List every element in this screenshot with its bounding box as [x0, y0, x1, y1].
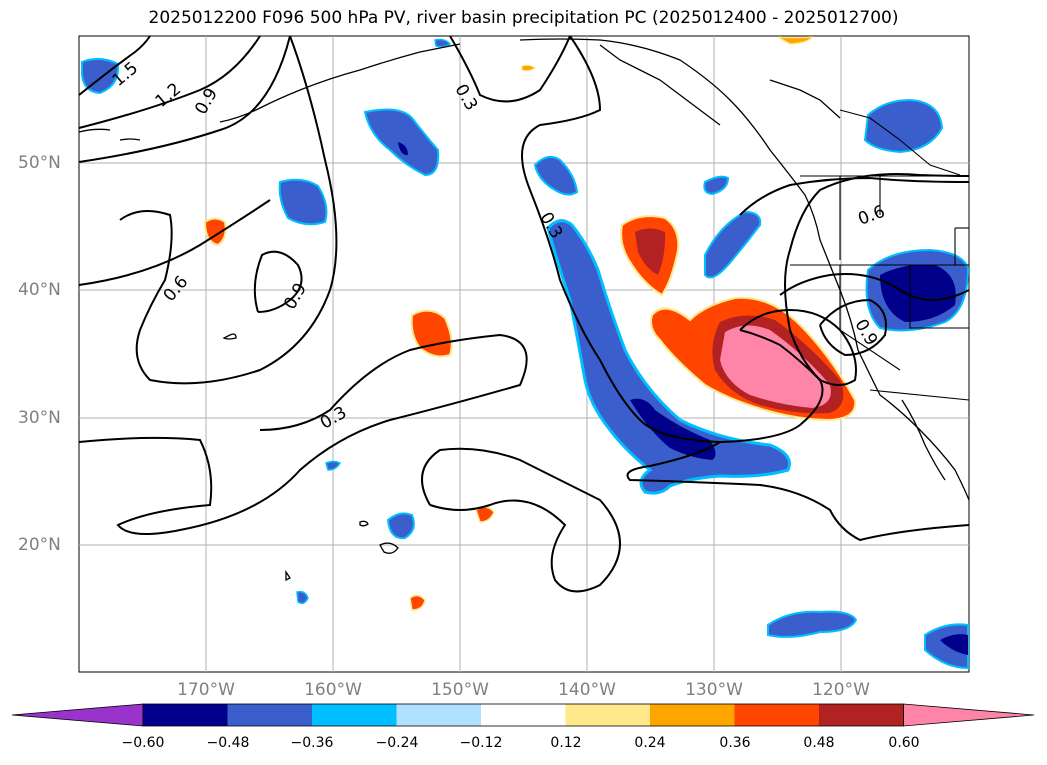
- colorbar-extend-min: [11, 703, 144, 727]
- colorbar-label: −0.36: [290, 735, 334, 751]
- positive-core-pink: [720, 325, 831, 408]
- lon-label-170w: 170°W: [177, 680, 235, 700]
- coastlines: [78, 38, 970, 582]
- negative-blob-small-bc: [703, 175, 730, 196]
- negative-blob-south: [767, 610, 858, 638]
- positive-blob-35n: [410, 309, 453, 358]
- colorbar-label: −0.24: [375, 735, 419, 751]
- lat-label-40n: 40°N: [18, 280, 61, 300]
- colorbar-extend-max: [903, 703, 1035, 727]
- positive-anomaly-areas: [203, 36, 857, 611]
- colorbar-segment: [481, 704, 566, 726]
- colorbar-label: 0.60: [888, 735, 920, 751]
- colorbar-segment: [650, 704, 735, 726]
- map-title: 2025012200 F096 500 hPa PV, river basin …: [148, 8, 899, 28]
- colorbar-segment: [227, 704, 313, 726]
- colorbar: [11, 703, 1035, 727]
- colorbar-label: −0.48: [206, 735, 250, 751]
- colorbar-segment: [143, 704, 228, 726]
- colorbar-segment: [734, 704, 820, 726]
- colorbar-label: 0.36: [719, 735, 751, 751]
- colorbar-segment: [565, 704, 651, 726]
- lon-label-130w: 130°W: [685, 680, 743, 700]
- negative-blob-45n: [533, 155, 579, 196]
- negative-blob-offshore: [704, 210, 762, 279]
- political-borders: [790, 109, 970, 401]
- colorbar-outline: [142, 703, 904, 727]
- negative-blob-canada: [863, 98, 944, 154]
- colorbar-segment: [819, 704, 904, 726]
- colorbar-label: −0.60: [121, 735, 165, 751]
- lon-label-140w: 140°W: [558, 680, 616, 700]
- colorbar-label: 0.24: [634, 735, 666, 751]
- colorbar-segment: [396, 704, 482, 726]
- lon-label-120w: 120°W: [812, 680, 870, 700]
- negative-anomaly-areas: [81, 38, 970, 670]
- negative-blob-hawaii-east: [386, 512, 415, 540]
- colorbar-segment: [312, 704, 397, 726]
- lat-label-20n: 20°N: [18, 535, 61, 555]
- negative-blob-160w: [278, 178, 328, 226]
- lat-label-50n: 50°N: [18, 153, 61, 173]
- lon-label-160w: 160°W: [304, 680, 362, 700]
- pv-contours: [78, 35, 970, 593]
- colorbar-label: 0.48: [803, 735, 835, 751]
- colorbar-label: 0.12: [550, 735, 582, 751]
- negative-band-main: [546, 219, 791, 495]
- lon-label-150w: 150°W: [431, 680, 489, 700]
- colorbar-label: −0.12: [459, 735, 503, 751]
- lat-label-30n: 30°N: [18, 408, 61, 428]
- negative-blob-gulf: [363, 108, 440, 177]
